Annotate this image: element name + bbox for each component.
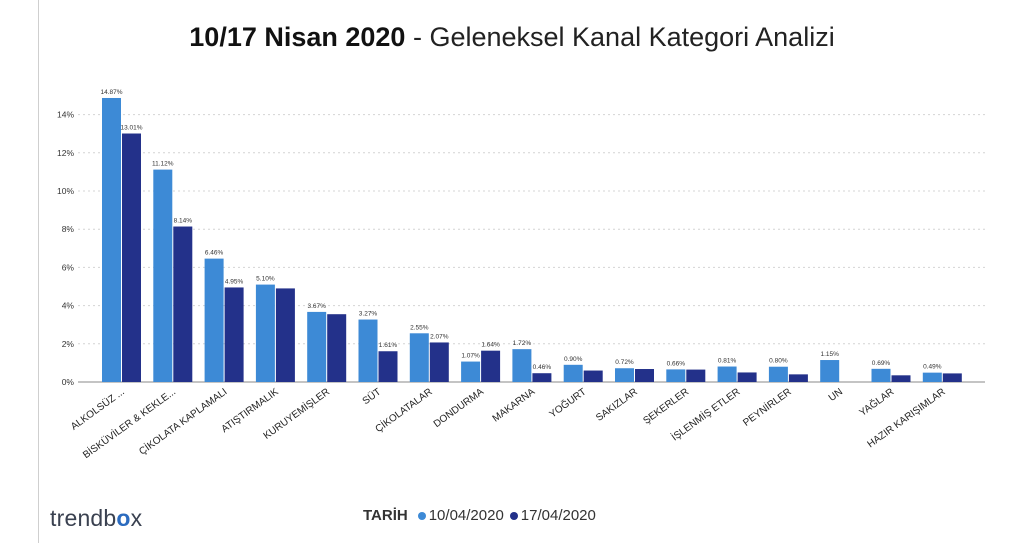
x-tick-label: MAKARNA	[491, 386, 538, 424]
trendbox-logo: trendbox	[50, 505, 143, 531]
bar-series-2	[275, 288, 295, 382]
bar-series-2	[737, 372, 757, 382]
bar-series-1	[204, 258, 224, 382]
data-label-series-1: 0.69%	[872, 360, 891, 367]
bar-series-1	[409, 333, 429, 382]
title-date: 10/17 Nisan 2020	[189, 22, 406, 52]
data-label-series-1: 1.15%	[820, 351, 839, 358]
title-text: - Geleneksel Kanal Kategori Analizi	[405, 22, 835, 52]
data-label-series-1: 3.27%	[359, 311, 378, 318]
x-tick-label: BİSKÜVİLER & KEKLE...	[80, 385, 178, 461]
data-label-series-1: 0.81%	[718, 358, 737, 365]
legend-title: TARİH	[363, 507, 408, 524]
data-label-series-1: 0.49%	[923, 364, 942, 371]
bar-series-2	[686, 369, 706, 382]
bar-series-2	[942, 373, 962, 382]
data-label-series-1: 11.12%	[152, 161, 174, 168]
legend-label-series-2: 17/04/2020	[520, 507, 596, 524]
x-tick-label: UN	[827, 387, 845, 404]
x-tick-label: SAKIZLAR	[594, 387, 640, 424]
chart-frame	[38, 0, 1024, 543]
data-label-series-1: 0.72%	[615, 359, 634, 366]
y-tick-label: 12%	[57, 148, 74, 158]
bar-series-1	[255, 284, 275, 382]
legend-item-series-1: 10/04/2020	[414, 507, 504, 524]
bar-series-1	[461, 361, 481, 382]
y-tick-label: 4%	[62, 301, 75, 311]
y-tick-label: 2%	[62, 339, 75, 349]
bar-series-2	[122, 133, 141, 382]
x-tick-label: YAĞLAR	[856, 385, 896, 419]
bar-series-1	[615, 368, 634, 382]
bar-series-1	[102, 97, 121, 382]
bar-series-1	[153, 169, 173, 382]
bar-series-1	[768, 366, 788, 382]
chart-legend: TARİH 10/04/2020 17/04/2020	[363, 507, 598, 524]
bar-series-1	[307, 311, 327, 382]
bar-series-2	[173, 226, 193, 382]
legend-item-series-2: 17/04/2020	[506, 507, 596, 524]
x-tick-label: PEYNİRLER	[740, 385, 794, 429]
data-label-series-1: 3.67%	[307, 303, 326, 310]
data-label-series-2: 13.01%	[120, 125, 142, 132]
data-label-series-2: 4.95%	[225, 278, 244, 285]
x-tick-label: ÇİKOLATA KAPLAMALI	[136, 385, 229, 458]
bar-series-2	[327, 314, 347, 382]
y-tick-label: 6%	[62, 262, 75, 272]
y-tick-label: 0%	[62, 377, 75, 387]
data-label-series-1: 1.07%	[461, 353, 480, 360]
data-label-series-2: 8.14%	[174, 218, 193, 225]
data-label-series-1: 2.55%	[410, 324, 429, 331]
data-label-series-1: 0.80%	[769, 358, 788, 365]
legend-dot-series-1	[417, 511, 426, 520]
bar-series-1	[666, 369, 686, 382]
bar-series-1	[820, 360, 840, 382]
data-label-series-2: 1.64%	[481, 342, 500, 349]
legend-dot-series-2	[509, 511, 518, 520]
bar-series-2	[532, 373, 552, 382]
bar-series-2	[891, 375, 911, 382]
bar-series-1	[358, 319, 378, 382]
data-label-series-2: 0.46%	[533, 364, 552, 371]
bar-series-2	[378, 351, 398, 382]
x-tick-label: ÇİKOLATALAR	[372, 385, 434, 435]
data-label-series-1: 1.72%	[513, 340, 532, 347]
bar-series-2	[429, 342, 449, 382]
y-tick-label: 10%	[57, 186, 74, 196]
bar-series-1	[922, 372, 942, 382]
bar-series-2	[788, 374, 808, 382]
bar-series-1	[563, 364, 583, 382]
data-label-series-1: 0.66%	[667, 360, 686, 367]
y-tick-label: 8%	[62, 224, 75, 234]
x-tick-label: SÜT	[360, 386, 383, 407]
x-tick-label: ŞEKERLER	[641, 387, 691, 427]
legend-label-series-1: 10/04/2020	[428, 507, 504, 524]
bar-series-2	[224, 287, 244, 382]
data-label-series-2: 2.07%	[430, 333, 449, 340]
bar-series-1	[512, 349, 532, 382]
x-tick-label: YOĞURT	[546, 385, 588, 421]
bar-series-2	[583, 370, 603, 382]
bar-series-1	[871, 368, 891, 382]
data-label-series-1: 14.87%	[100, 89, 122, 96]
y-tick-label: 14%	[57, 110, 74, 120]
bar-series-1	[717, 366, 737, 382]
data-label-series-2: 1.61%	[379, 342, 398, 349]
bar-series-2	[481, 350, 501, 382]
data-label-series-1: 5.10%	[256, 276, 275, 283]
data-label-series-1: 0.90%	[564, 356, 583, 363]
data-label-series-1: 6.46%	[205, 250, 224, 257]
bar-series-2	[635, 369, 654, 382]
chart-title: 10/17 Nisan 2020 - Geleneksel Kanal Kate…	[0, 22, 1024, 53]
bar-chart: 0%2%4%6%8%10%12%14%14.87%13.01%ALKOLSÜZ …	[57, 89, 985, 461]
x-tick-label: DONDURMA	[432, 386, 486, 430]
